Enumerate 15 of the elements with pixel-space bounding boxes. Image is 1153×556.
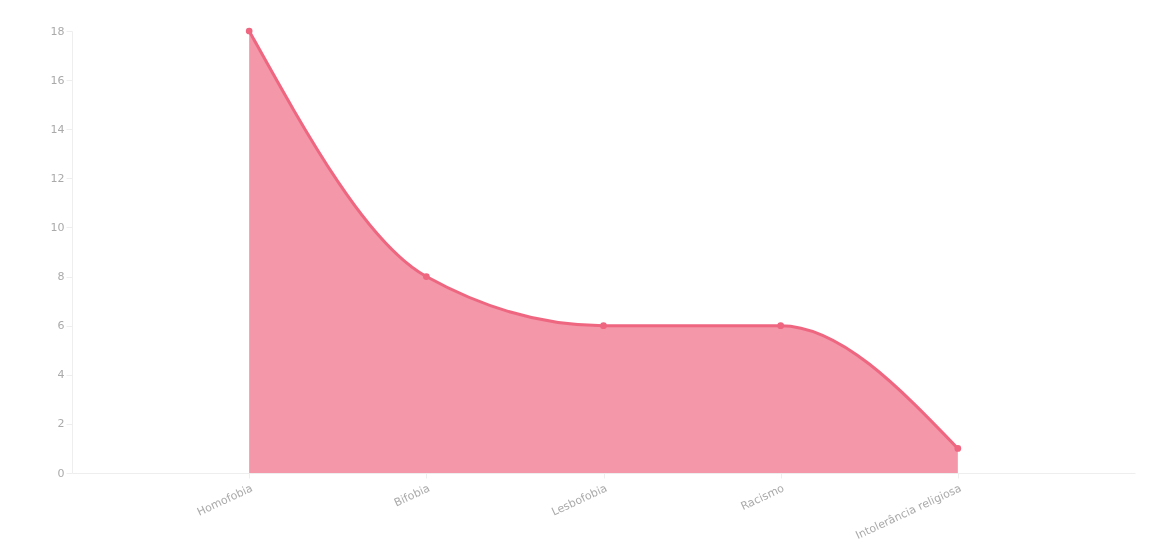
y-tick-label: 4	[57, 368, 65, 382]
y-tick-label: 2	[57, 417, 65, 431]
point	[422, 273, 430, 280]
point	[600, 322, 607, 330]
point	[777, 322, 785, 330]
point	[954, 445, 962, 452]
y-tick-label: 6	[57, 319, 65, 333]
y-tick-label: 10	[50, 220, 65, 234]
y-tick-label: 18	[50, 24, 65, 38]
y-tick-label: 16	[50, 73, 65, 87]
y-tick-label: 0	[57, 466, 65, 480]
y-tick-label: 14	[50, 122, 65, 136]
y-tick-label: 8	[57, 270, 65, 284]
y-tick-label: 12	[50, 171, 65, 185]
point	[245, 27, 253, 35]
